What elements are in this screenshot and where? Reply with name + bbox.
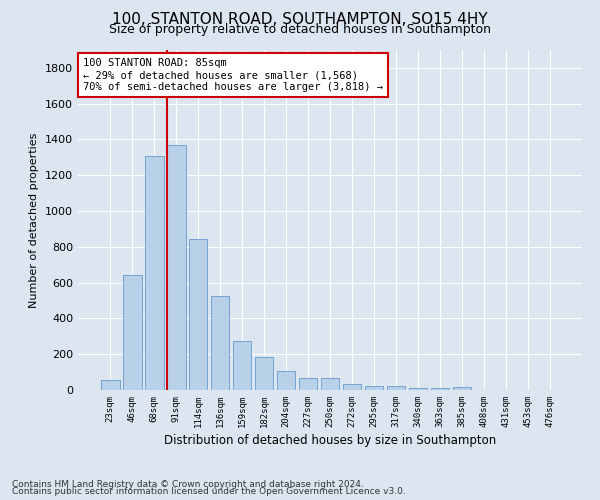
Text: Size of property relative to detached houses in Southampton: Size of property relative to detached ho… [109, 22, 491, 36]
Text: Contains HM Land Registry data © Crown copyright and database right 2024.: Contains HM Land Registry data © Crown c… [12, 480, 364, 489]
Bar [101, 380, 119, 390]
Bar [431, 388, 449, 390]
Bar [452, 388, 471, 390]
Bar [189, 239, 208, 390]
Text: 100, STANTON ROAD, SOUTHAMPTON, SO15 4HY: 100, STANTON ROAD, SOUTHAMPTON, SO15 4HY [112, 12, 488, 28]
Bar [233, 341, 251, 390]
Text: 100 STANTON ROAD: 85sqm
← 29% of detached houses are smaller (1,568)
70% of semi: 100 STANTON ROAD: 85sqm ← 29% of detache… [83, 58, 383, 92]
Bar [167, 145, 185, 390]
Bar [343, 384, 361, 390]
Y-axis label: Number of detached properties: Number of detached properties [29, 132, 40, 308]
Bar [123, 276, 142, 390]
Bar [409, 388, 427, 390]
Bar [277, 370, 295, 390]
Bar [145, 156, 164, 390]
Bar [211, 296, 229, 390]
Bar [320, 378, 340, 390]
Bar [386, 386, 405, 390]
Bar [299, 378, 317, 390]
Text: Contains public sector information licensed under the Open Government Licence v3: Contains public sector information licen… [12, 487, 406, 496]
Bar [255, 357, 274, 390]
X-axis label: Distribution of detached houses by size in Southampton: Distribution of detached houses by size … [164, 434, 496, 447]
Bar [365, 386, 383, 390]
